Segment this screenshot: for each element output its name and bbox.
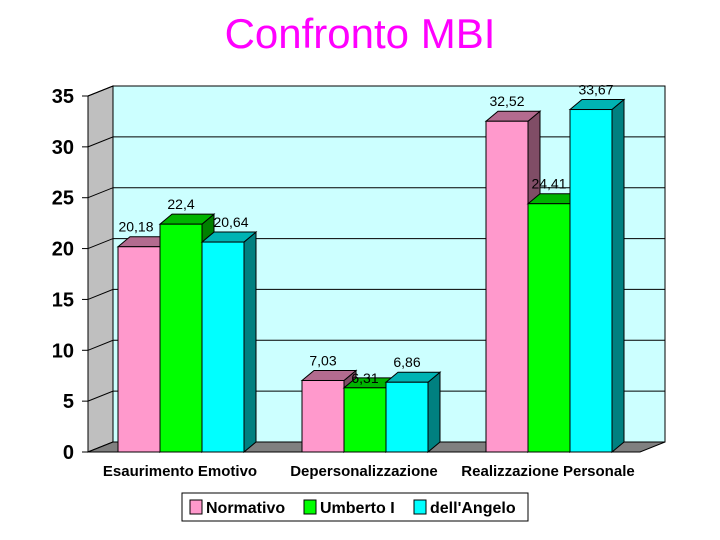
bar-side: [243, 230, 257, 454]
y-tick-label: 30: [52, 137, 74, 159]
y-tick-label: 10: [52, 340, 74, 362]
y-tick-label: 15: [52, 289, 74, 311]
legend-swatch: [413, 499, 427, 515]
data-label: 20,18: [118, 219, 153, 235]
y-tick-label: 25: [52, 188, 74, 210]
bar: [485, 120, 529, 453]
legend-label: Umberto I: [320, 500, 395, 517]
bar: [159, 223, 203, 453]
legend-label: Normativo: [206, 500, 285, 517]
data-label: 33,67: [578, 82, 613, 98]
data-label: 32,52: [489, 93, 524, 109]
gridline: [87, 136, 665, 148]
gridline: [87, 288, 665, 300]
gridline: [87, 85, 665, 97]
data-label: 6,86: [393, 354, 420, 370]
y-tick-label: 5: [63, 391, 74, 413]
bar: [201, 241, 245, 453]
gridline: [87, 339, 665, 351]
legend-swatch: [189, 499, 203, 515]
legend-label: dell'Angelo: [430, 500, 516, 517]
bar: [569, 109, 613, 453]
plot-side-wall: [87, 85, 114, 453]
legend-box: [181, 492, 529, 522]
bar: [527, 203, 571, 453]
data-label: 24,41: [531, 176, 566, 192]
data-label: 7,03: [309, 352, 336, 368]
data-label: 6,31: [351, 370, 378, 386]
gridline: [87, 390, 665, 402]
data-label: 22,4: [167, 196, 194, 212]
bar: [343, 387, 387, 453]
bar: [301, 379, 345, 453]
bar-side: [611, 98, 625, 454]
chart-title: Confronto MBI: [224, 10, 496, 57]
data-label: 20,64: [213, 214, 248, 230]
y-tick-label: 20: [52, 239, 74, 261]
x-tick-label: Realizzazione Personale: [461, 463, 634, 480]
x-tick-label: Esaurimento Emotivo: [103, 463, 257, 480]
gridline: [87, 238, 665, 250]
bar: [117, 246, 161, 453]
y-tick-label: 0: [63, 442, 74, 464]
gridline: [87, 187, 665, 199]
y-tick-label: 35: [52, 86, 74, 108]
x-tick-label: Depersonalizzazione: [290, 463, 438, 480]
bar: [385, 381, 429, 453]
bar-side: [427, 371, 441, 454]
legend-swatch: [303, 499, 317, 515]
